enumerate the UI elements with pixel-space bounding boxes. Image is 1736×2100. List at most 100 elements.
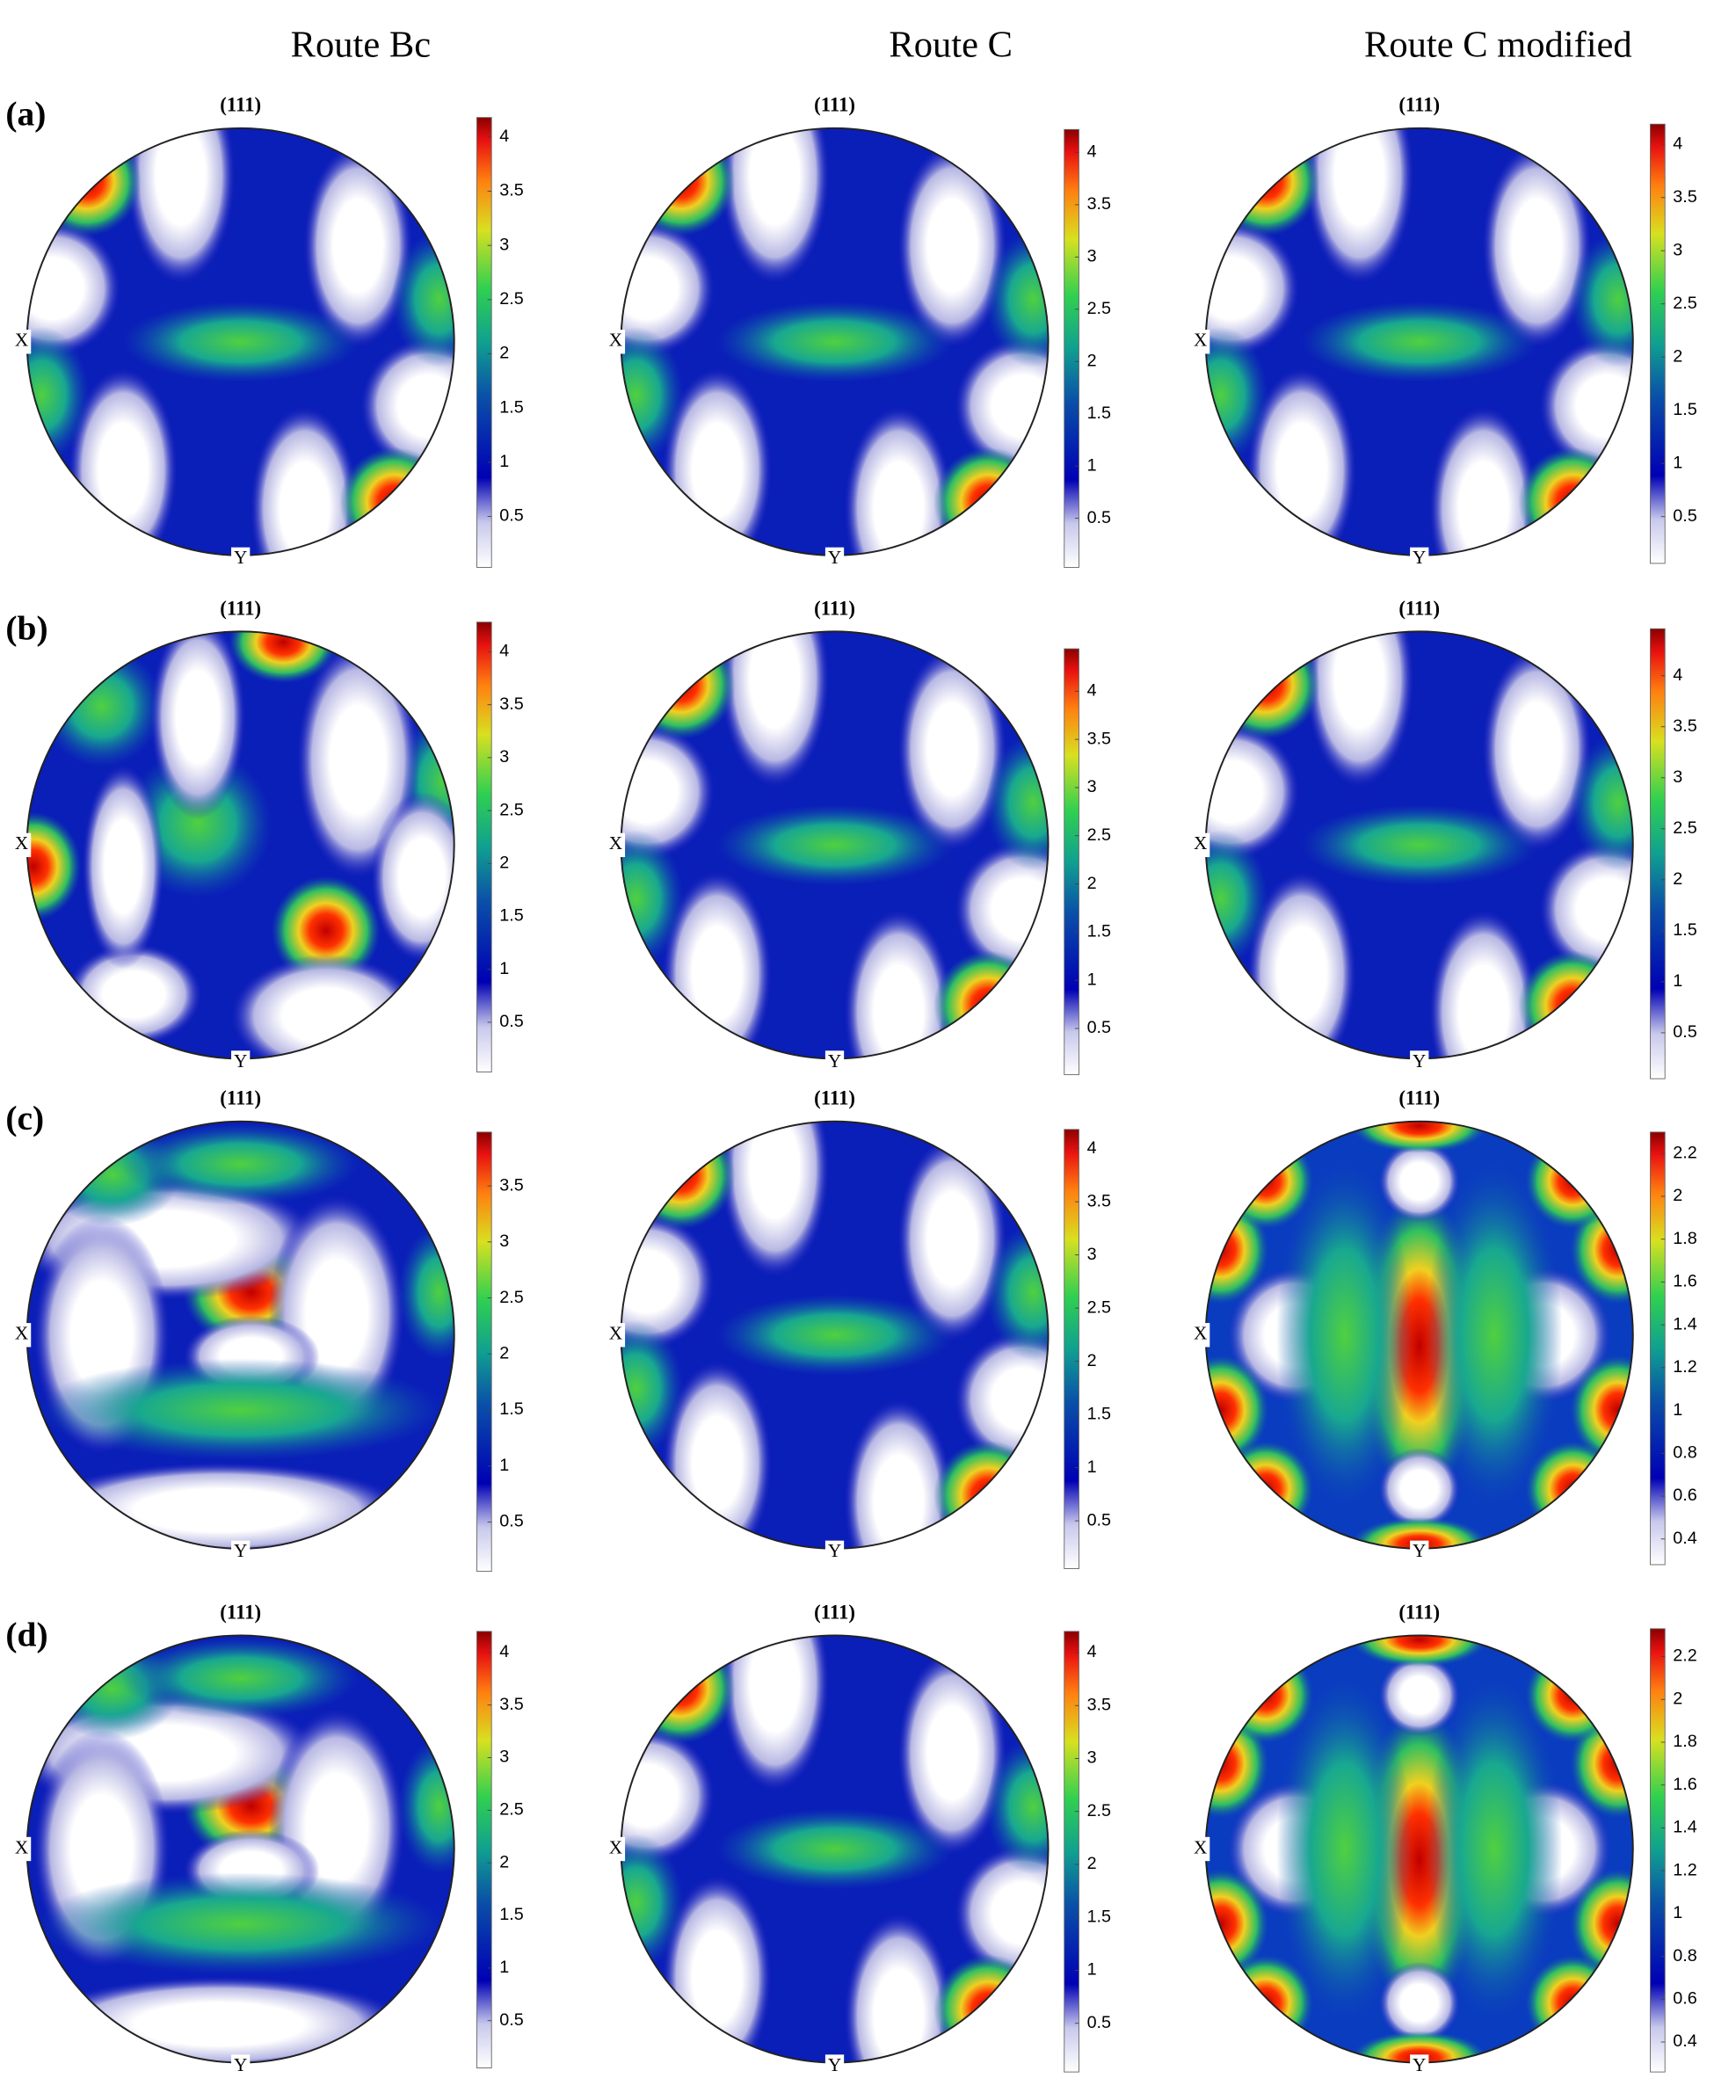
colorbar: [1064, 648, 1079, 1076]
y-axis-label: Y: [828, 547, 841, 568]
pole-label: (111): [1398, 597, 1440, 619]
y-axis-label: Y: [828, 2054, 841, 2075]
texture-blob: [621, 1213, 715, 1350]
texture-blob: [844, 1399, 954, 1549]
texture-blob: [933, 1440, 1043, 1549]
colorbar: [476, 1131, 492, 1573]
column-title: Route C: [889, 24, 1013, 65]
colorbar-tick-label: 4: [1087, 142, 1097, 162]
texture-blob: [31, 1976, 408, 2063]
texture-blob: [1210, 631, 1320, 740]
colorbar-tick-label: 0.6: [1673, 1486, 1696, 1505]
texture-blob: [954, 337, 1049, 475]
texture-blob: [933, 447, 1043, 556]
colorbar-tick-label: 2.5: [1087, 825, 1111, 845]
colorbar: [1064, 1129, 1079, 1569]
texture-blob: [1518, 447, 1628, 556]
pole-figure: [1204, 1634, 1634, 2064]
colorbar: [1650, 628, 1666, 1079]
colorbar-tick-label: 2: [499, 344, 509, 363]
colorbar-tick-label: 0.5: [1087, 1018, 1111, 1037]
texture-blob: [1275, 1678, 1413, 2020]
colorbar-tick-label: 1: [1673, 453, 1682, 472]
colorbar-tick-label: 3: [1673, 240, 1682, 259]
texture-blob: [954, 840, 1049, 978]
colorbar-tick-label: 2: [499, 1852, 509, 1871]
colorbar-tick-label: 1: [1673, 971, 1682, 991]
texture-blob: [1275, 1164, 1413, 1507]
y-axis-label: Y: [1413, 1540, 1426, 1561]
texture-blob: [1350, 1121, 1488, 1153]
colorbar-tick-label: 1.5: [1087, 922, 1111, 941]
axis-label-bg: [606, 1836, 626, 1862]
texture: [621, 127, 1049, 556]
pole-label: (111): [814, 94, 855, 116]
pole-figure: [1204, 127, 1634, 556]
axis-label-bg: [1410, 1540, 1429, 1565]
y-axis-label: Y: [234, 1540, 247, 1561]
colorbar-tick-label: 3: [1087, 1245, 1097, 1264]
pole-label: (111): [814, 597, 855, 619]
pole-label: (111): [220, 1087, 261, 1109]
texture-blob: [1378, 1448, 1461, 1530]
axis-label-bg: [11, 1323, 32, 1348]
x-axis-label: X: [1194, 1323, 1207, 1344]
colorbar-tick-label: 3: [1087, 777, 1097, 796]
texture-blob: [303, 142, 413, 349]
colorbar: [1064, 1631, 1079, 2073]
texture-blob: [1482, 646, 1592, 852]
texture-blob: [229, 631, 338, 684]
colorbar-tick-label: 4: [1087, 681, 1097, 701]
texture-blob: [1378, 1961, 1461, 2045]
colorbar-tick-label: 1.6: [1673, 1272, 1696, 1291]
texture-blob: [715, 301, 955, 383]
colorbar-tick-label: 0.5: [499, 506, 523, 526]
axis-label-bg: [1191, 1836, 1210, 1862]
colorbar-tick-label: 1: [1673, 1400, 1682, 1420]
texture-blob: [933, 950, 1043, 1059]
colorbar-tick-label: 2: [1673, 1186, 1682, 1205]
texture: [26, 1121, 454, 1549]
pole-label: (111): [814, 1087, 855, 1109]
axis-label-bg: [824, 2054, 845, 2079]
colorbar-tick-label: 2.5: [499, 800, 523, 819]
colorbar-tick-label: 1.5: [1087, 1404, 1111, 1423]
axis-label-bg: [231, 1540, 251, 1565]
texture: [621, 1635, 1049, 2063]
x-axis-label: X: [609, 330, 622, 351]
colorbar-tick-label: 2: [1673, 1689, 1682, 1708]
texture-blob: [954, 1330, 1049, 1468]
colorbar-tick-label: 1.4: [1673, 1314, 1696, 1333]
axis-label-bg: [231, 2054, 251, 2079]
colorbar-tick-label: 3.5: [499, 694, 523, 714]
texture-blob: [1299, 803, 1539, 887]
x-axis-label: X: [1194, 1836, 1207, 1857]
colorbar: [1650, 1628, 1666, 2073]
colorbar-tick-label: 1.2: [1673, 1357, 1696, 1377]
axis-label-bg: [1191, 832, 1210, 858]
colorbar-tick-label: 4: [1087, 1642, 1097, 1661]
colorbar-tick-label: 2.2: [1673, 1143, 1696, 1162]
colorbar-tick-label: 1.5: [1087, 1907, 1111, 1926]
colorbar-tick-label: 3.5: [499, 181, 523, 200]
texture-blob: [1428, 405, 1538, 556]
colorbar-tick-label: 1.5: [499, 1905, 523, 1924]
texture-blob: [391, 230, 454, 367]
texture-blob: [621, 326, 684, 464]
texture-blob: [715, 803, 955, 887]
colorbar-tick-label: 3: [1087, 1748, 1097, 1768]
y-axis-label: Y: [1413, 1050, 1426, 1072]
colorbar-tick-label: 1.5: [1673, 920, 1696, 940]
pole-figure: [25, 1120, 455, 1550]
texture-blob: [1378, 1140, 1461, 1223]
colorbar-tick-label: 1.8: [1673, 1732, 1696, 1751]
texture: [1205, 127, 1633, 556]
texture-blob: [35, 1358, 446, 1462]
texture-blob: [1538, 840, 1633, 978]
texture-blob: [621, 1319, 684, 1457]
colorbar-tick-label: 3.5: [499, 1695, 523, 1714]
colorbar-tick-label: 0.5: [1087, 1510, 1111, 1530]
colorbar-tick-label: 0.4: [1673, 1529, 1696, 1548]
colorbar-tick-label: 2.5: [1087, 299, 1111, 318]
